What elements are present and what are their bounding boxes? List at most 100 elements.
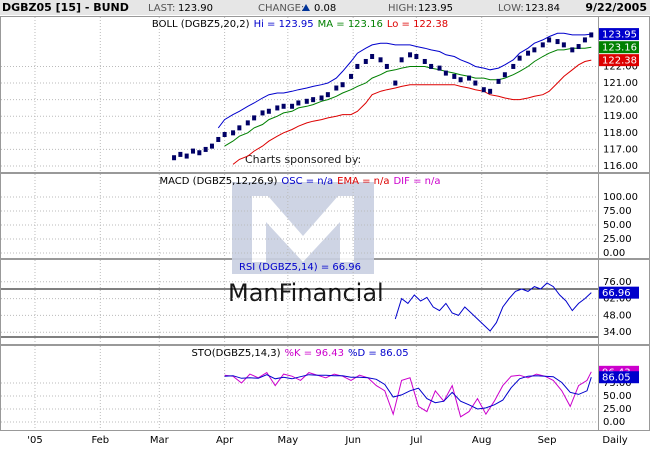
- price-bar: [452, 73, 457, 79]
- y-tick-label: 48.00: [603, 310, 632, 321]
- title-text: MACD (DGBZ5,12,26,9): [160, 176, 278, 187]
- y-tick-label: 50.00: [603, 220, 632, 231]
- price-bar: [325, 92, 330, 98]
- price-bar: [582, 37, 587, 43]
- y-tick-label: 50.00: [603, 391, 632, 402]
- price-bar: [349, 73, 354, 79]
- price-bar: [216, 136, 221, 142]
- price-bar: [576, 44, 581, 50]
- symbol-title: DGBZ05 [15] - BUND: [2, 1, 129, 14]
- value-box-label: 66.96: [602, 288, 631, 299]
- y-tick-label: 121.00: [603, 78, 638, 89]
- field-value: 123.95: [418, 3, 453, 14]
- value-box: [599, 371, 639, 384]
- price-bar: [266, 108, 271, 114]
- price-bar: [473, 80, 478, 86]
- y-tick-label: 119.00: [603, 111, 638, 122]
- y-tick-label: 75.00: [603, 206, 632, 217]
- price-bar: [363, 58, 368, 64]
- y-tick-label: 120.00: [603, 95, 638, 106]
- price-bar: [209, 143, 214, 149]
- legend-entry: Hi = 123.95: [254, 19, 314, 30]
- price-bar: [191, 148, 196, 154]
- legend-entry: OSC = n/a: [281, 176, 333, 187]
- price-bar: [570, 47, 575, 53]
- price-bar: [547, 37, 552, 43]
- title-text: BOLL (DGBZ5,20,2): [152, 19, 250, 30]
- price-bar: [488, 88, 493, 94]
- y-tick-label: 0.00: [603, 248, 625, 259]
- field-value: 0.08: [314, 3, 336, 14]
- price-bar: [502, 72, 507, 78]
- price-bar: [443, 70, 448, 76]
- value-box-label: 86.05: [602, 373, 631, 384]
- price-bar: [496, 78, 501, 84]
- y-tick-label: 117.00: [603, 144, 638, 155]
- price-bar: [526, 50, 531, 56]
- y-tick-label: 76.00: [603, 277, 632, 288]
- x-tick-label: Sep: [538, 435, 557, 446]
- price-bar: [399, 57, 404, 63]
- price-bar: [260, 110, 265, 116]
- series-line: [232, 59, 592, 165]
- legend-entry: EMA = n/a: [337, 176, 389, 187]
- y-tick-label: 0.00: [603, 417, 625, 428]
- price-bar: [370, 53, 375, 59]
- series-line: [224, 371, 592, 418]
- price-bar: [237, 125, 242, 131]
- legend-entry: DIF = n/a: [393, 176, 440, 187]
- panel-title: RSI (DGBZ5,14) = 66.96: [239, 262, 361, 273]
- value-box-label: 123.16: [602, 43, 637, 54]
- y-tick-label: 118.00: [603, 128, 638, 139]
- x-tick-label: Mar: [150, 435, 170, 446]
- price-bar: [393, 80, 398, 86]
- panel-title: MACD (DGBZ5,12,26,9) OSC = n/a EMA = n/a DI…: [160, 176, 441, 187]
- value-box: [599, 28, 639, 41]
- x-tick-label: Jul: [409, 435, 422, 446]
- y-tick-label: 116.00: [603, 161, 638, 172]
- series-line: [217, 32, 592, 129]
- panel-title: BOLL (DGBZ5,20,2) Hi = 123.95 MA = 123.16 L…: [152, 19, 448, 30]
- x-tick-label: Apr: [216, 435, 234, 446]
- logo-m: [252, 196, 354, 262]
- y-tick-label: 62.00: [603, 294, 632, 305]
- value-box: [599, 41, 639, 54]
- price-bar: [252, 115, 257, 121]
- value-box: [599, 54, 639, 67]
- price-bar: [281, 103, 286, 109]
- price-bar: [355, 63, 360, 69]
- field-label: HIGH:: [388, 3, 417, 14]
- price-bar: [340, 82, 345, 88]
- legend-entry: Lo = 122.38: [387, 19, 448, 30]
- price-bar: [561, 42, 566, 48]
- price-bar: [481, 87, 486, 93]
- up-arrow: [302, 4, 310, 11]
- price-bar: [555, 39, 560, 45]
- header-bar: [0, 0, 650, 15]
- field-label: LOW:: [498, 3, 524, 14]
- field-label: LAST:: [148, 3, 175, 14]
- price-bar: [414, 53, 419, 59]
- price-bar: [203, 146, 208, 152]
- price-bar: [231, 130, 236, 136]
- series-line: [224, 374, 592, 410]
- y-tick-label: 25.00: [603, 234, 632, 245]
- date: 9/22/2005: [585, 1, 647, 14]
- legend-entry: MA = 123.16: [318, 19, 383, 30]
- price-bar: [197, 150, 202, 156]
- price-bar: [296, 100, 301, 106]
- panel-title: STO(DGBZ5,14,3) %K = 96.43 %D = 86.05: [191, 348, 408, 359]
- header: DGBZ05 [15] - BUND LAST: 123.90 CHANGE: …: [0, 0, 650, 15]
- value-box: [599, 286, 639, 299]
- price-bar: [319, 95, 324, 101]
- field-value: 123.84: [525, 3, 560, 14]
- value-box-label: 122.38: [602, 56, 637, 67]
- x-tick-label: Feb: [91, 435, 109, 446]
- price-bar: [517, 55, 522, 61]
- field-value: 123.90: [178, 3, 213, 14]
- x-tick-label: '05: [27, 435, 42, 446]
- price-bar: [290, 103, 295, 109]
- price-bar: [422, 58, 427, 64]
- indicator-line: [394, 282, 592, 332]
